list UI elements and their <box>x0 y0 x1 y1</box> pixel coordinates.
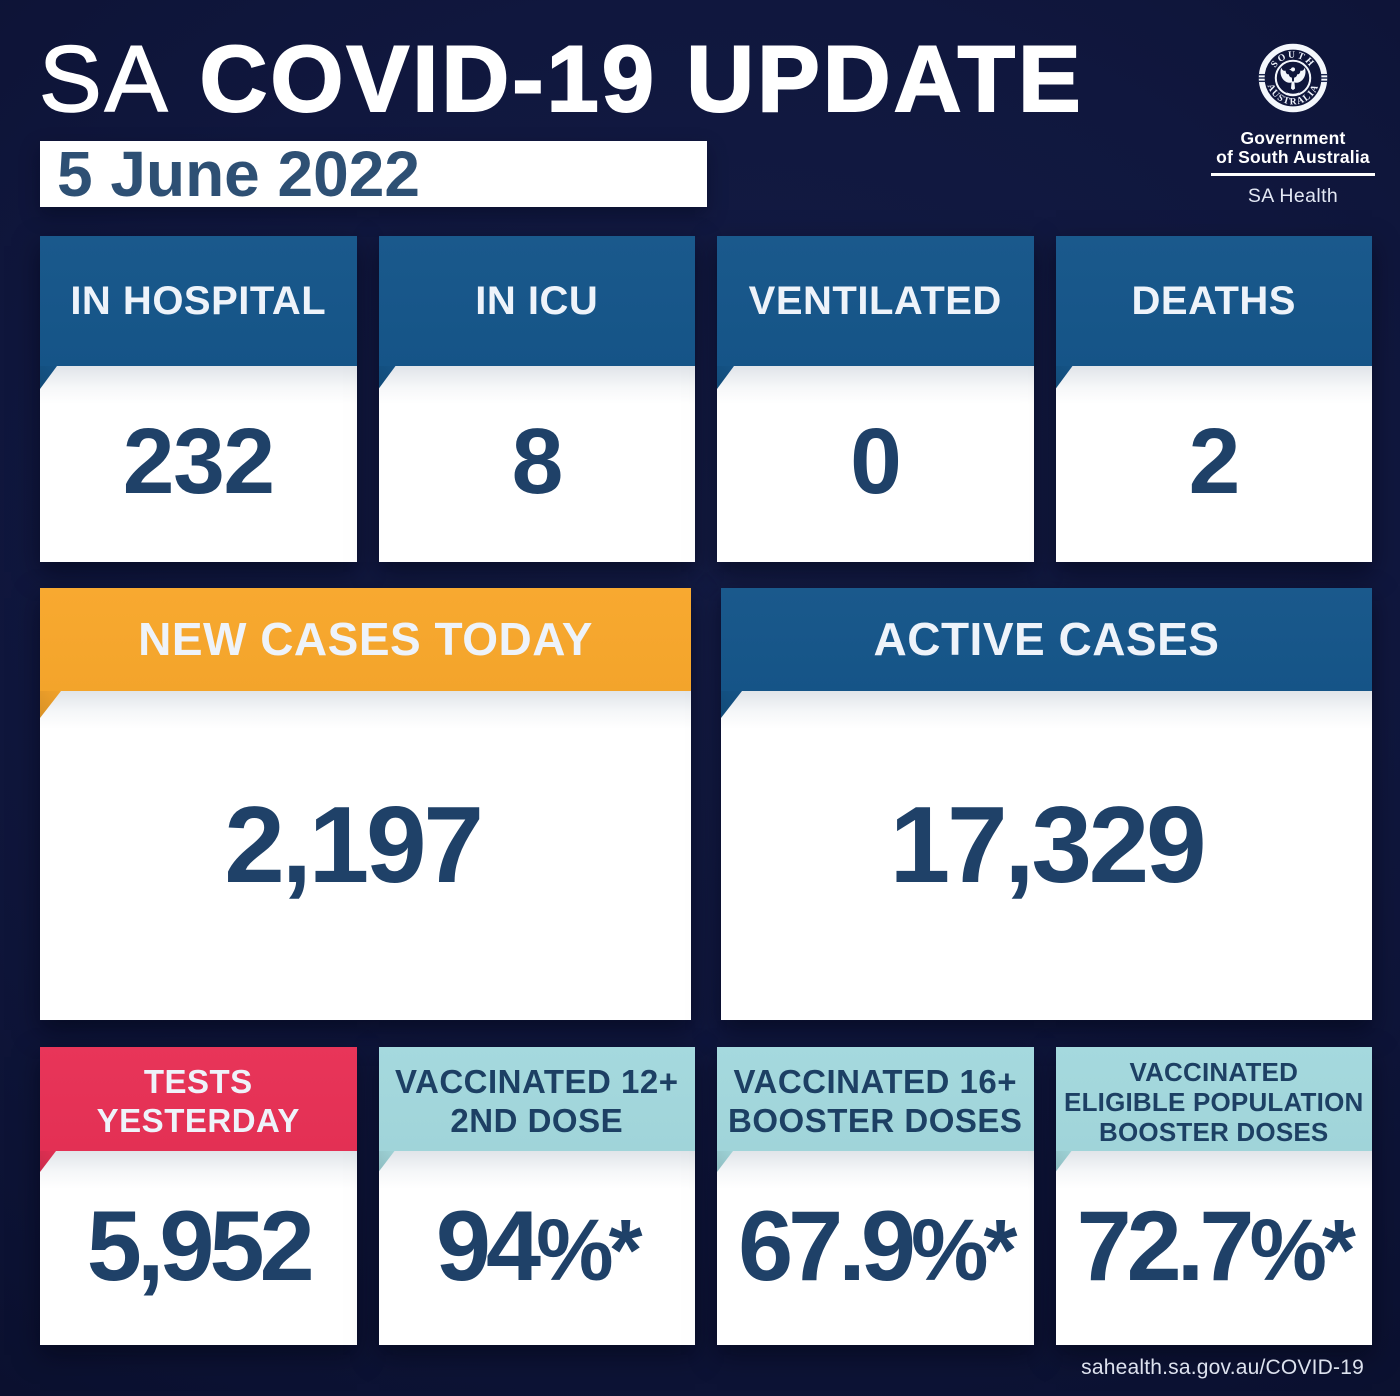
stat-card-value: 5,952 <box>86 1190 315 1301</box>
stat-card-header: TESTS YESTERDAY <box>40 1047 357 1151</box>
stat-card-value: 2,197 <box>224 783 484 906</box>
stat-card-value: 94%* <box>435 1190 643 1301</box>
stats-row-middle-case-stats: NEW CASES TODAY 2,197 ACTIVE CASES 17,32… <box>40 588 1372 1020</box>
stat-card-label: DEATHS <box>1131 278 1296 323</box>
stat-card-header: ACTIVE CASES <box>721 588 1372 691</box>
sa-seal-icon: SOUTH AUSTRALIA <box>1258 43 1328 113</box>
stat-card-value: 17,329 <box>889 783 1207 906</box>
stat-card-header: NEW CASES TODAY <box>40 588 691 691</box>
stat-card-header: VACCINATED 12+ 2ND DOSE <box>378 1047 695 1151</box>
stat-card-body: 72.7%* <box>1055 1151 1372 1345</box>
stat-card-label: VACCINATED 16+ BOOSTER DOSES <box>728 1063 1023 1139</box>
stat-card-label: VACCINATED 12+ 2ND DOSE <box>394 1063 679 1139</box>
piping-shrike-icon <box>1280 67 1306 96</box>
stat-card-tests-yesterday: TESTS YESTERDAY 5,952 <box>40 1047 357 1345</box>
stat-card-vaccinated-eligible-population-booster-doses: VACCINATED ELIGIBLE POPULATION BOOSTER DOS… <box>1055 1047 1372 1345</box>
stat-card-header: VACCINATED ELIGIBLE POPULATION BOOSTER DOS… <box>1055 1047 1372 1151</box>
logo-government-line2: of South Australia <box>1216 146 1370 167</box>
stat-card-body: 2 <box>1055 366 1372 562</box>
stat-card-header: IN HOSPITAL <box>40 236 357 366</box>
date-banner: 5 June 2022 <box>40 138 707 210</box>
stat-card-label: VENTILATED <box>748 278 1002 323</box>
stat-card-body: 17,329 <box>721 691 1372 1020</box>
stat-card-body: 94%* <box>378 1151 695 1345</box>
stat-card-value: 2 <box>1188 408 1241 513</box>
logo-department: SA Health <box>1247 185 1339 208</box>
logo-divider <box>1211 173 1375 177</box>
stat-card-body: 0 <box>717 366 1034 562</box>
stats-row-bottom-tests-vaccination-stats: TESTS YESTERDAY 5,952 VACCINATED 12+ 2ND D… <box>40 1047 1372 1345</box>
stats-row-top-hospital-stats: IN HOSPITAL 232 IN ICU 8 VENTILATED 0 DE… <box>40 236 1372 562</box>
stat-card-value: 67.9%* <box>738 1190 1017 1301</box>
stat-card-body: 67.9%* <box>717 1151 1034 1345</box>
stat-card-ventilated: VENTILATED 0 <box>717 236 1034 562</box>
title-prefix: SA <box>38 26 171 131</box>
stat-card-body: 232 <box>40 366 357 562</box>
sa-government-logo: SOUTH AUSTRALIA Government of South Aust… <box>1209 36 1377 208</box>
stat-card-label: TESTS YESTERDAY <box>96 1063 300 1139</box>
stat-card-label: ACTIVE CASES <box>873 612 1220 665</box>
stat-card-value: 0 <box>850 408 902 513</box>
stat-card-value: 232 <box>122 408 275 513</box>
stat-card-value: 8 <box>511 408 564 513</box>
stat-card-value: 72.7%* <box>1076 1190 1356 1301</box>
title-main: COVID-19 UPDATE <box>199 26 1084 131</box>
stat-card-label: IN HOSPITAL <box>70 278 327 323</box>
stat-card-body: 5,952 <box>40 1151 357 1345</box>
stat-card-body: 8 <box>378 366 695 562</box>
stat-card-header: DEATHS <box>1055 236 1372 366</box>
website-url: sahealth.sa.gov.au/COVID-19 <box>1081 1356 1364 1379</box>
stat-card-body: 2,197 <box>40 691 691 1020</box>
stat-card-in-hospital: IN HOSPITAL 232 <box>40 236 357 562</box>
page-title: SA COVID-19 UPDATE <box>38 31 1084 127</box>
stat-card-vaccinated-16-plus-booster-doses: VACCINATED 16+ BOOSTER DOSES 67.9%* <box>717 1047 1034 1345</box>
stat-card-deaths: DEATHS 2 <box>1055 236 1372 562</box>
date-text: 5 June 2022 <box>57 138 420 210</box>
stat-card-in-icu: IN ICU 8 <box>378 236 695 562</box>
stat-card-label: IN ICU <box>475 278 599 323</box>
stat-card-vaccinated-12-plus-2nd-dose: VACCINATED 12+ 2ND DOSE 94%* <box>378 1047 695 1345</box>
stat-card-label: VACCINATED ELIGIBLE POPULATION BOOSTER DOS… <box>1064 1057 1364 1147</box>
stat-card-header: VACCINATED 16+ BOOSTER DOSES <box>717 1047 1034 1151</box>
stat-card-active-cases: ACTIVE CASES 17,329 <box>721 588 1372 1020</box>
stat-card-new-cases-today: NEW CASES TODAY 2,197 <box>40 588 691 1020</box>
stat-card-label: NEW CASES TODAY <box>138 612 593 665</box>
stat-card-header: IN ICU <box>378 236 695 366</box>
stat-card-header: VENTILATED <box>717 236 1034 366</box>
logo-government-line1: Government <box>1240 128 1346 148</box>
